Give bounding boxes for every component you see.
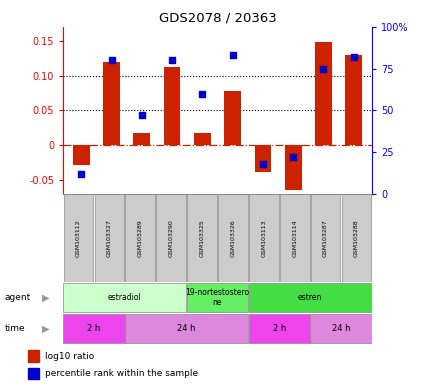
Bar	[125, 194, 155, 282]
Bar	[125, 314, 247, 343]
Bar	[187, 194, 217, 282]
Bar	[63, 283, 186, 312]
Text: GSM103326: GSM103326	[230, 219, 235, 257]
Point	[108, 57, 115, 63]
Text: GSM103325: GSM103325	[199, 219, 204, 257]
Bar	[345, 55, 361, 145]
Text: 2 h: 2 h	[87, 324, 100, 333]
Bar	[156, 194, 186, 282]
Point	[229, 52, 236, 58]
Text: 19-nortestostero
ne: 19-nortestostero ne	[185, 288, 249, 307]
Bar	[314, 42, 331, 145]
Text: 2 h: 2 h	[272, 324, 285, 333]
Bar	[194, 133, 210, 145]
Text: GSM103113: GSM103113	[261, 219, 266, 257]
Text: GSM103112: GSM103112	[76, 219, 81, 257]
Bar	[28, 350, 39, 362]
Point	[198, 91, 205, 97]
Bar	[28, 368, 39, 379]
Text: time: time	[4, 324, 25, 333]
Bar	[284, 145, 301, 190]
Bar	[248, 194, 278, 282]
Text: ▶: ▶	[42, 323, 49, 333]
Bar	[217, 194, 247, 282]
Text: GSM103290: GSM103290	[168, 219, 173, 257]
Point	[349, 54, 356, 60]
Bar	[279, 194, 309, 282]
Text: estren: estren	[297, 293, 322, 302]
Bar	[94, 194, 124, 282]
Point	[259, 161, 266, 167]
Bar	[63, 194, 93, 282]
Bar	[310, 194, 340, 282]
Text: GSM103289: GSM103289	[138, 219, 142, 257]
Text: GSM103327: GSM103327	[107, 219, 112, 257]
Point	[168, 57, 175, 63]
Bar	[248, 314, 309, 343]
Bar	[310, 314, 371, 343]
Point	[289, 154, 296, 160]
Text: GSM103114: GSM103114	[292, 219, 296, 257]
Bar	[73, 145, 89, 165]
Text: 24 h: 24 h	[177, 324, 195, 333]
Text: agent: agent	[4, 293, 30, 302]
Text: log10 ratio: log10 ratio	[45, 352, 94, 361]
Bar	[103, 62, 120, 145]
Bar	[163, 66, 180, 145]
Text: percentile rank within the sample: percentile rank within the sample	[45, 369, 198, 378]
Text: ▶: ▶	[42, 293, 49, 303]
Bar	[224, 91, 240, 145]
Bar	[254, 145, 271, 172]
Text: estradiol: estradiol	[108, 293, 141, 302]
Bar	[133, 133, 150, 145]
Title: GDS2078 / 20363: GDS2078 / 20363	[158, 11, 276, 24]
Text: 24 h: 24 h	[331, 324, 349, 333]
Bar	[248, 283, 371, 312]
Bar	[341, 194, 371, 282]
Bar	[187, 283, 247, 312]
Bar	[63, 314, 124, 343]
Text: GSM103287: GSM103287	[322, 219, 327, 257]
Point	[319, 66, 326, 72]
Point	[138, 113, 145, 119]
Text: GSM103288: GSM103288	[353, 219, 358, 257]
Point	[78, 171, 85, 177]
